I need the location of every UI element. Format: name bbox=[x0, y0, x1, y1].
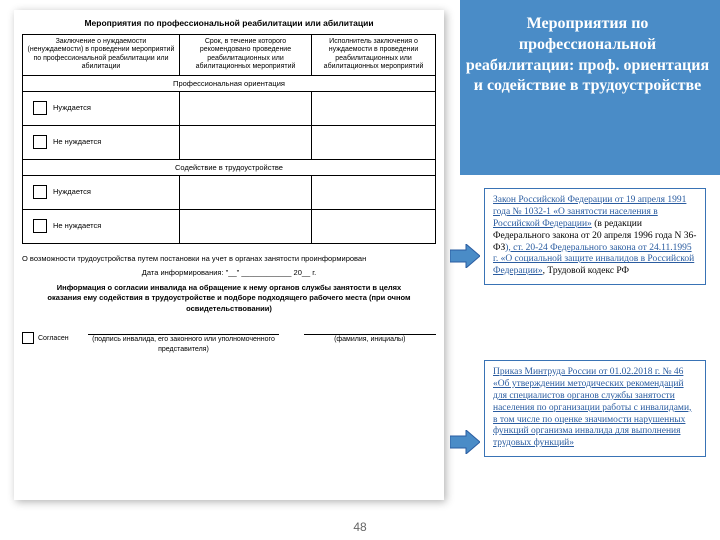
section-2-label: Содействие в трудоустройстве bbox=[23, 159, 436, 175]
col-header-1: Заключение о нуждаемости (ненуждаемости)… bbox=[23, 35, 180, 76]
info-box-2: Приказ Минтруда России от 01.02.2018 г. … bbox=[484, 360, 706, 457]
notneed-label: Не нуждается bbox=[53, 137, 101, 146]
footer-line1: О возможности трудоустройства путем пост… bbox=[22, 254, 436, 265]
need-label: Нуждается bbox=[53, 187, 91, 196]
agree-label: Согласен bbox=[38, 335, 69, 342]
form-title: Мероприятия по профессиональной реабилит… bbox=[22, 16, 436, 34]
table-header-row: Заключение о нуждаемости (ненуждаемости)… bbox=[23, 35, 436, 76]
need-label: Нуждается bbox=[53, 103, 91, 112]
table-row: Нуждается bbox=[23, 91, 436, 125]
arrow-icon bbox=[450, 430, 480, 454]
col-header-2: Срок, в течение которого рекомендовано п… bbox=[179, 35, 311, 76]
form-document: Мероприятия по профессиональной реабилит… bbox=[14, 10, 444, 500]
checkbox-icon bbox=[33, 135, 47, 149]
notneed-label: Не нуждается bbox=[53, 221, 101, 230]
slide-root: Мероприятия по профессиональной реабилит… bbox=[0, 0, 720, 540]
cell-blank bbox=[179, 91, 311, 125]
cell-blank bbox=[179, 175, 311, 209]
cell-blank bbox=[179, 209, 311, 243]
section-1-label: Профессиональная ориентация bbox=[23, 75, 436, 91]
info1-plain2: , Трудовой кодекс РФ bbox=[543, 266, 629, 276]
sig-cell-2: (фамилия, инициалы) bbox=[304, 320, 437, 355]
arrow-icon bbox=[450, 244, 480, 268]
sig2-label: (фамилия, инициалы) bbox=[334, 336, 405, 343]
checkbox-icon bbox=[33, 185, 47, 199]
cell-blank bbox=[312, 209, 436, 243]
checkbox-icon bbox=[33, 219, 47, 233]
sig-cell-1: (подпись инвалида, его законного или упо… bbox=[88, 320, 278, 355]
info-box-1: Закон Российской Федерации от 19 апреля … bbox=[484, 188, 706, 285]
cell-need-1: Нуждается bbox=[23, 91, 180, 125]
cell-blank bbox=[312, 175, 436, 209]
checkbox-icon bbox=[33, 101, 47, 115]
cell-need-2: Нуждается bbox=[23, 175, 180, 209]
footer-date: Дата информирования: "__" ____________ 2… bbox=[22, 268, 436, 279]
table-row: Нуждается bbox=[23, 175, 436, 209]
info2-text: Приказ Минтруда России от 01.02.2018 г. … bbox=[493, 367, 691, 448]
page-number: 48 bbox=[353, 520, 366, 534]
sig1-label: (подпись инвалида, его законного или упо… bbox=[92, 336, 275, 353]
footer-info: Информация о согласии инвалида на обраще… bbox=[22, 283, 436, 315]
info1-link1: Закон Российской Федерации от 19 апреля … bbox=[493, 195, 686, 229]
col-header-3: Исполнитель заключения о нуждаемости в п… bbox=[312, 35, 436, 76]
slide-title: Мероприятия по профессиональной реабилит… bbox=[465, 14, 710, 97]
checkbox-icon bbox=[22, 332, 34, 344]
cell-blank bbox=[312, 125, 436, 159]
signature-table: Согласен (подпись инвалида, его законног… bbox=[22, 320, 436, 355]
table-row: Не нуждается bbox=[23, 209, 436, 243]
cell-notneed-2: Не нуждается bbox=[23, 209, 180, 243]
section-row-1: Профессиональная ориентация bbox=[23, 75, 436, 91]
cell-blank bbox=[312, 91, 436, 125]
form-footer: О возможности трудоустройства путем пост… bbox=[22, 244, 436, 355]
form-table: Заключение о нуждаемости (ненуждаемости)… bbox=[22, 34, 436, 244]
cell-notneed-1: Не нуждается bbox=[23, 125, 180, 159]
cell-blank bbox=[179, 125, 311, 159]
table-row: Не нуждается bbox=[23, 125, 436, 159]
agree-cell: Согласен bbox=[22, 320, 88, 355]
section-row-2: Содействие в трудоустройстве bbox=[23, 159, 436, 175]
